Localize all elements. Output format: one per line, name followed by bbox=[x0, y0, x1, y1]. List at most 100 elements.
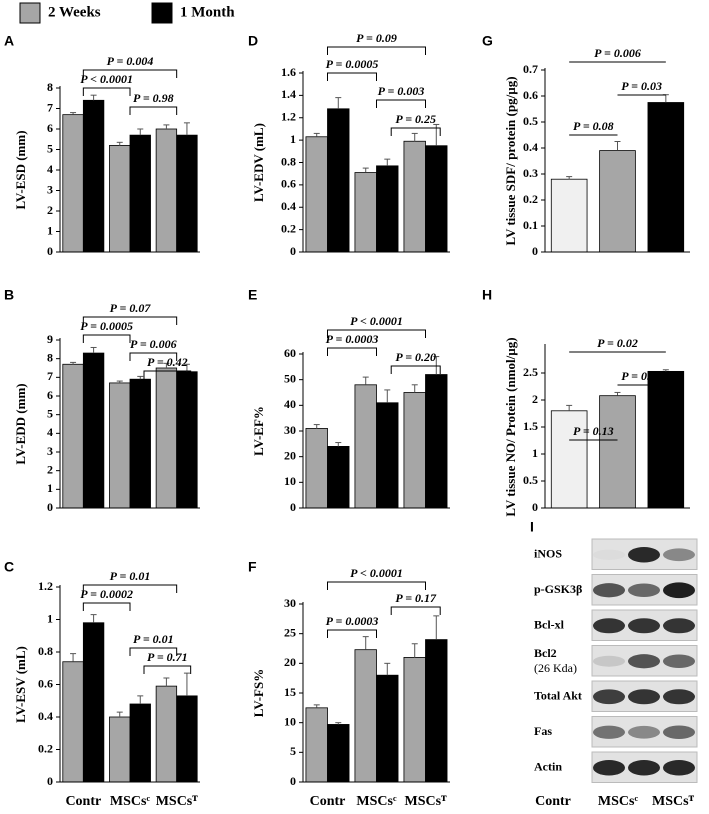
error-bar bbox=[116, 711, 123, 717]
significance-bracket bbox=[390, 365, 441, 374]
bar bbox=[647, 370, 685, 509]
error-bar bbox=[335, 722, 342, 725]
bar bbox=[109, 144, 131, 253]
error-bar bbox=[662, 369, 669, 372]
p-value: P = 0.006 bbox=[594, 46, 641, 60]
y-axis-label: LV-EDV (mL) bbox=[251, 123, 266, 202]
bar bbox=[599, 150, 636, 253]
panel-label: D bbox=[248, 33, 258, 49]
x-tick-label: MSCsᶜ bbox=[598, 794, 639, 809]
y-tick-label: 1.2 bbox=[38, 579, 53, 593]
bar bbox=[425, 145, 448, 253]
blot-band bbox=[628, 760, 660, 776]
blot-band bbox=[593, 760, 625, 776]
error-bar bbox=[614, 391, 621, 396]
bar bbox=[327, 724, 350, 783]
error-bar bbox=[411, 384, 418, 393]
error-bar bbox=[163, 677, 170, 687]
significance-bracket bbox=[327, 347, 377, 356]
error-bar bbox=[90, 346, 97, 354]
significance-bracket bbox=[129, 647, 178, 656]
blot-band bbox=[593, 725, 625, 739]
error-bar bbox=[183, 672, 190, 696]
blot-row-label: p-GSK3β bbox=[534, 582, 582, 596]
bar bbox=[403, 392, 426, 509]
y-tick-label: 1.2 bbox=[281, 110, 296, 124]
y-tick-label: 1 bbox=[290, 132, 296, 146]
significance-bracket bbox=[129, 106, 178, 115]
bar bbox=[155, 367, 178, 509]
y-tick-label: 2.5 bbox=[523, 365, 538, 379]
bar bbox=[129, 134, 151, 253]
bar bbox=[354, 649, 377, 783]
significance-bracket bbox=[143, 370, 192, 379]
bar bbox=[82, 622, 105, 783]
panel-label: A bbox=[4, 33, 14, 49]
y-axis-label: LV-ESD (mm) bbox=[13, 130, 28, 209]
blot-band bbox=[663, 618, 695, 634]
bar bbox=[305, 136, 328, 253]
y-tick-label: 0 bbox=[47, 774, 53, 788]
x-tick-label: MSCsᶜ bbox=[110, 794, 151, 809]
p-value: P = 0.0005 bbox=[80, 319, 133, 333]
significance-bracket bbox=[376, 99, 426, 108]
blot-band bbox=[628, 725, 660, 739]
blot-row-note: (26 Kda) bbox=[534, 661, 577, 675]
y-tick-label: 1.5 bbox=[523, 419, 538, 433]
error-bar bbox=[313, 132, 320, 137]
blot-band bbox=[593, 618, 625, 634]
bar bbox=[176, 134, 198, 253]
error-bar bbox=[614, 141, 621, 151]
significance-bracket bbox=[82, 602, 131, 611]
y-tick-label: 0.5 bbox=[523, 114, 538, 128]
bar bbox=[155, 128, 178, 253]
y-tick-label: 0 bbox=[290, 774, 296, 788]
y-tick-label: 40 bbox=[284, 397, 296, 411]
y-tick-label: 60 bbox=[284, 346, 296, 360]
y-axis-label: LV-EF% bbox=[251, 406, 266, 456]
blot-band bbox=[663, 548, 695, 562]
blot-band bbox=[628, 654, 660, 669]
p-value: P = 0.01 bbox=[133, 632, 174, 646]
y-axis-label: LV-EDD (mm) bbox=[13, 383, 28, 464]
y-tick-label: 10 bbox=[284, 474, 296, 488]
p-value: P = 0.01 bbox=[621, 369, 662, 383]
panel-label: H bbox=[482, 287, 492, 303]
blot-band bbox=[663, 725, 695, 740]
y-tick-label: 50 bbox=[284, 371, 296, 385]
error-bar bbox=[163, 362, 170, 368]
significance-bracket bbox=[390, 127, 441, 136]
p-value: P = 0.02 bbox=[597, 336, 638, 350]
y-tick-label: 25 bbox=[284, 625, 296, 639]
legend-swatch bbox=[151, 2, 173, 24]
error-bar bbox=[70, 112, 77, 115]
error-bar bbox=[116, 380, 123, 383]
bar bbox=[376, 165, 399, 253]
bar bbox=[403, 140, 426, 253]
panel-label: E bbox=[248, 287, 257, 303]
panel-label: C bbox=[4, 559, 14, 575]
panel-label: F bbox=[248, 559, 257, 575]
error-bar bbox=[137, 695, 144, 704]
p-value: P < 0.0001 bbox=[80, 72, 133, 86]
y-tick-label: 4 bbox=[47, 162, 53, 176]
significance-bracket bbox=[327, 581, 426, 590]
significance-bracket bbox=[327, 46, 426, 55]
bar bbox=[354, 172, 377, 253]
y-tick-label: 20 bbox=[284, 448, 296, 462]
error-bar bbox=[70, 653, 77, 662]
bar bbox=[376, 402, 399, 509]
y-tick-label: 0.2 bbox=[523, 192, 538, 206]
y-tick-label: 0 bbox=[290, 244, 296, 258]
blot-band bbox=[593, 583, 625, 598]
error-bar bbox=[362, 167, 369, 173]
y-tick-label: 30 bbox=[284, 423, 296, 437]
p-value: P = 0.71 bbox=[147, 650, 188, 664]
bar bbox=[425, 374, 448, 509]
bar bbox=[129, 703, 151, 783]
blot-band bbox=[663, 689, 695, 705]
error-bar bbox=[362, 376, 369, 385]
y-axis-label: LV-ESV (mL) bbox=[13, 646, 28, 723]
blot-band bbox=[593, 655, 625, 667]
